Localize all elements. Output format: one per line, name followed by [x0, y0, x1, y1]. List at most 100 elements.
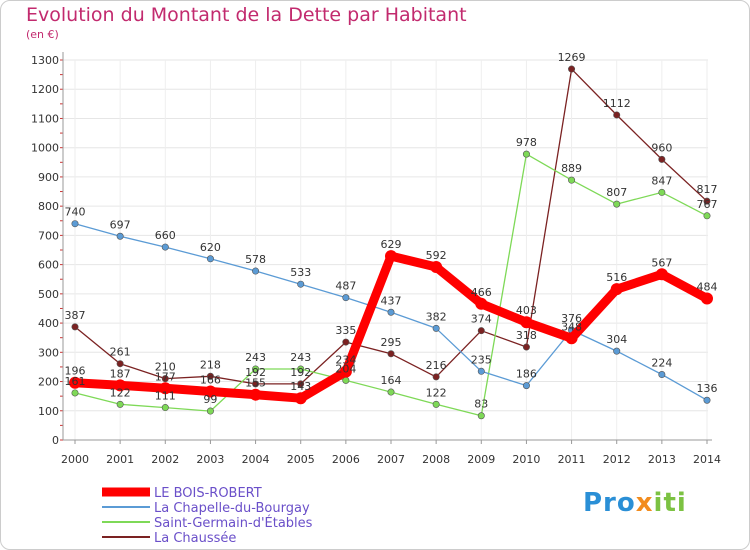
data-label-la-chauss-e: 216 [426, 359, 447, 372]
data-label-saint-germain-d-tables: 243 [290, 351, 311, 364]
data-point-la-chauss-e [613, 111, 621, 119]
data-point-la-chauss-e [161, 375, 169, 383]
proxiti-logo: Proxiti [583, 488, 687, 518]
data-label-le-bois-robert: 629 [381, 238, 402, 251]
data-label-saint-germain-d-tables: 122 [110, 386, 131, 399]
x-tick-label: 2007 [377, 453, 405, 466]
data-point-le-bois-robert [565, 332, 578, 345]
data-label-saint-germain-d-tables: 889 [561, 162, 582, 175]
data-point-la-chapelle-du-bourgay [116, 232, 124, 240]
data-point-la-chauss-e [116, 360, 124, 368]
y-tick-label: 800 [38, 200, 59, 213]
data-label-le-bois-robert: 516 [606, 271, 627, 284]
data-label-le-bois-robert: 484 [697, 281, 718, 294]
data-label-la-chauss-e: 192 [290, 366, 311, 379]
data-point-le-bois-robert [204, 385, 217, 398]
data-point-saint-germain-d-tables [568, 176, 576, 184]
data-label-le-bois-robert: 155 [245, 377, 266, 390]
data-point-le-bois-robert [69, 376, 81, 389]
data-point-le-bois-robert [159, 382, 172, 395]
x-tick-label: 2008 [422, 453, 450, 466]
data-point-la-chapelle-du-bourgay [658, 371, 666, 379]
x-tick-label: 2000 [61, 453, 89, 466]
data-label-saint-germain-d-tables: 767 [697, 198, 718, 211]
data-point-la-chauss-e [297, 380, 305, 388]
y-tick-label: 1100 [31, 112, 59, 125]
data-label-saint-germain-d-tables: 243 [245, 351, 266, 364]
data-label-la-chapelle-du-bourgay: 697 [110, 218, 131, 231]
data-point-saint-germain-d-tables [432, 400, 440, 408]
data-point-saint-germain-d-tables [297, 365, 305, 373]
data-point-le-bois-robert [701, 292, 713, 305]
data-point-le-bois-robert [339, 365, 352, 378]
data-point-saint-germain-d-tables [116, 400, 124, 408]
data-point-le-bois-robert [114, 379, 127, 392]
data-point-la-chapelle-du-bourgay [432, 324, 440, 332]
data-label-la-chapelle-du-bourgay: 186 [516, 368, 537, 381]
data-label-la-chapelle-du-bourgay: 437 [381, 294, 402, 307]
data-point-le-bois-robert [520, 316, 533, 329]
legend-label-la-chauss-e: La Chaussée [154, 531, 236, 546]
data-label-saint-germain-d-tables: 978 [516, 136, 537, 149]
x-tick-label: 2010 [512, 453, 540, 466]
data-point-saint-germain-d-tables [387, 388, 395, 396]
data-point-la-chapelle-du-bourgay [71, 220, 79, 228]
data-point-la-chauss-e [432, 373, 440, 381]
data-label-le-bois-robert: 177 [155, 370, 176, 383]
data-point-la-chauss-e [568, 65, 576, 73]
data-point-le-bois-robert [610, 283, 623, 296]
data-label-le-bois-robert: 592 [426, 249, 447, 262]
data-label-la-chapelle-du-bourgay: 487 [335, 280, 356, 293]
legend-label-la-chapelle-du-bourgay: La Chapelle-du-Bourgay [154, 501, 310, 516]
data-label-la-chauss-e: 374 [471, 313, 492, 326]
data-point-la-chapelle-du-bourgay [252, 267, 260, 275]
data-label-la-chapelle-du-bourgay: 740 [65, 206, 86, 219]
x-tick-label: 2004 [242, 453, 270, 466]
data-label-la-chauss-e: 335 [335, 324, 356, 337]
x-tick-label: 2002 [151, 453, 179, 466]
data-label-la-chauss-e: 387 [65, 309, 86, 322]
data-label-saint-germain-d-tables: 164 [381, 374, 402, 387]
data-label-saint-germain-d-tables: 204 [335, 362, 356, 375]
data-label-le-bois-robert: 143 [290, 380, 311, 393]
data-label-le-bois-robert: 348 [561, 320, 582, 333]
data-point-saint-germain-d-tables [477, 412, 485, 420]
data-point-saint-germain-d-tables [613, 200, 621, 208]
x-tick-label: 2009 [467, 453, 495, 466]
data-label-la-chapelle-du-bourgay: 224 [651, 357, 672, 370]
y-tick-label: 0 [52, 434, 59, 447]
x-tick-label: 2013 [648, 453, 676, 466]
y-tick-label: 700 [38, 229, 59, 242]
data-label-la-chapelle-du-bourgay: 660 [155, 229, 176, 242]
data-point-la-chauss-e [658, 155, 666, 163]
data-label-la-chapelle-du-bourgay: 578 [245, 253, 266, 266]
data-label-la-chauss-e: 1112 [603, 97, 631, 110]
data-point-la-chapelle-du-bourgay [342, 294, 350, 302]
data-label-la-chapelle-du-bourgay: 376 [561, 312, 582, 325]
data-point-la-chauss-e [206, 372, 214, 380]
data-label-le-bois-robert: 234 [335, 354, 356, 367]
data-point-saint-germain-d-tables [71, 389, 79, 397]
data-label-la-chapelle-du-bourgay: 235 [471, 353, 492, 366]
data-label-la-chauss-e: 210 [155, 361, 176, 374]
data-point-la-chauss-e [703, 197, 711, 205]
y-tick-label: 1300 [31, 54, 59, 67]
data-label-le-bois-robert: 466 [471, 286, 492, 299]
data-label-le-bois-robert: 166 [200, 373, 221, 386]
data-label-la-chauss-e: 192 [245, 366, 266, 379]
y-tick-label: 1200 [31, 83, 59, 96]
legend-label-saint-germain-d-tables: Saint-Germain-d'Étables [154, 515, 313, 531]
data-label-saint-germain-d-tables: 807 [606, 186, 627, 199]
x-tick-label: 2005 [287, 453, 315, 466]
data-point-saint-germain-d-tables [206, 407, 214, 415]
data-point-la-chauss-e [71, 323, 79, 331]
chart-unit: (en €) [26, 28, 59, 41]
data-point-saint-germain-d-tables [252, 365, 260, 373]
data-label-le-bois-robert: 196 [65, 365, 86, 378]
data-point-la-chapelle-du-bourgay [522, 382, 530, 390]
y-tick-label: 200 [38, 376, 59, 389]
data-label-saint-germain-d-tables: 161 [65, 375, 86, 388]
data-point-saint-germain-d-tables [161, 404, 169, 412]
data-point-la-chapelle-du-bourgay [387, 308, 395, 316]
data-label-la-chauss-e: 960 [651, 141, 672, 154]
